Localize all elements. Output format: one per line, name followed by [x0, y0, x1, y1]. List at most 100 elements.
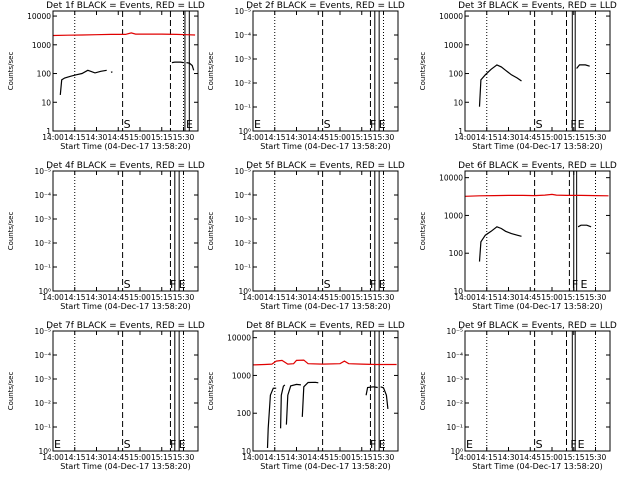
x-tick-label: 14:45: [519, 293, 541, 302]
x-tick-label: 15:15: [563, 293, 585, 302]
y-tick-label: 10⁻²: [446, 399, 463, 408]
x-tick-label: 14:45: [519, 133, 541, 142]
x-tick-label: 14:00: [242, 133, 264, 142]
x-tick-label: 15:15: [563, 133, 585, 142]
marker-label: F: [170, 278, 176, 291]
panel-title: Det 8f BLACK = Events, RED = LLD: [246, 321, 405, 331]
y-axis-label: Counts/sec: [207, 372, 215, 411]
plot-frame: [252, 330, 399, 452]
marker-label: E: [578, 118, 585, 131]
x-tick-label: 15:00: [129, 293, 151, 302]
events-series-line: [301, 381, 319, 417]
x-tick-label: 14:30: [498, 133, 520, 142]
x-tick-label: 14:30: [86, 293, 108, 302]
x-tick-label: 14:15: [264, 293, 286, 302]
marker-label: S: [124, 438, 131, 451]
panel-title: Det 2f BLACK = Events, RED = LLD: [246, 1, 405, 11]
x-tick-label: 15:15: [351, 133, 373, 142]
events-series-line: [365, 386, 378, 396]
y-tick-label: 10: [453, 98, 463, 107]
panel-title: Det 5f BLACK = Events, RED = LLD: [246, 161, 405, 171]
y-tick-label: 1: [46, 127, 51, 136]
x-axis-label: Start Time (04-Dec-17 13:58:20): [260, 462, 391, 471]
plot-frame: [52, 10, 199, 132]
y-tick-label: 10⁻⁵: [234, 167, 251, 176]
y-tick-label: 10⁻³: [234, 55, 251, 64]
x-tick-label: 15:30: [585, 293, 607, 302]
marker-label: S: [124, 278, 131, 291]
panel-title: Det 6f BLACK = Events, RED = LLD: [458, 161, 617, 171]
marker-label: F: [570, 118, 576, 131]
y-tick-label: 10⁻¹: [234, 103, 251, 112]
y-tick-label: 10⁻⁵: [446, 327, 463, 336]
y-tick-label: 1000: [232, 371, 251, 380]
x-tick-label: 14:30: [86, 453, 108, 462]
x-tick-label: 14:45: [107, 453, 129, 462]
y-tick-label: 100: [237, 409, 252, 418]
x-tick-label: 15:15: [151, 453, 173, 462]
events-series-line: [577, 224, 592, 228]
marker-label: S: [124, 118, 131, 131]
marker-label: E: [179, 438, 186, 451]
events-series-line: [285, 383, 301, 425]
y-tick-label: 10⁻¹: [34, 263, 51, 272]
x-tick-label: 14:00: [454, 293, 476, 302]
marker-label: E: [578, 438, 585, 451]
x-tick-label: 15:00: [329, 453, 351, 462]
x-axis-label: Start Time (04-Dec-17 13:58:20): [260, 302, 391, 311]
marker-label: E: [54, 438, 61, 451]
y-tick-label: 1000: [444, 41, 463, 50]
x-tick-label: 15:30: [585, 453, 607, 462]
y-tick-label: 100: [37, 70, 52, 79]
y-tick-label: 10⁻⁴: [34, 351, 51, 360]
y-axis-label: Counts/sec: [7, 372, 15, 411]
x-tick-label: 15:15: [563, 453, 585, 462]
marker-label: E: [379, 438, 386, 451]
y-tick-label: 10⁰: [38, 447, 51, 456]
y-tick-label: 10⁻⁴: [234, 191, 251, 200]
events-series-line: [478, 64, 522, 107]
marker-label: F: [370, 278, 376, 291]
x-tick-label: 14:30: [286, 133, 308, 142]
y-tick-label: 10⁻⁴: [446, 351, 463, 360]
x-tick-label: 14:30: [86, 133, 108, 142]
x-axis-label: Start Time (04-Dec-17 13:58:20): [60, 142, 191, 151]
y-tick-label: 10⁻⁵: [34, 327, 51, 336]
marker-label: E: [466, 438, 473, 451]
y-tick-label: 1000: [444, 211, 463, 220]
x-tick-label: 14:45: [307, 453, 329, 462]
x-axis-label: Start Time (04-Dec-17 13:58:20): [472, 142, 603, 151]
x-tick-label: 15:30: [373, 453, 395, 462]
x-tick-label: 14:15: [64, 293, 86, 302]
x-axis-label: Start Time (04-Dec-17 13:58:20): [472, 462, 603, 471]
marker-label: E: [179, 278, 186, 291]
events-series-line: [110, 71, 113, 73]
x-tick-label: 14:00: [42, 293, 64, 302]
x-tick-label: 14:15: [476, 293, 498, 302]
y-tick-label: 10⁻⁵: [234, 7, 251, 16]
marker-label: F: [370, 118, 376, 131]
y-tick-label: 10000: [439, 12, 463, 21]
x-tick-label: 15:00: [329, 293, 351, 302]
y-tick-label: 10: [453, 287, 463, 296]
y-tick-label: 10⁻³: [34, 375, 51, 384]
x-tick-label: 14:45: [107, 133, 129, 142]
y-axis-label: Counts/sec: [207, 52, 215, 91]
x-tick-label: 14:15: [476, 453, 498, 462]
x-tick-label: 15:00: [329, 133, 351, 142]
x-tick-label: 14:00: [454, 133, 476, 142]
y-tick-label: 10⁻²: [34, 239, 51, 248]
y-tick-label: 10⁻²: [34, 399, 51, 408]
y-tick-label: 10⁻¹: [234, 263, 251, 272]
marker-label: F: [572, 278, 578, 291]
x-tick-label: 14:45: [307, 293, 329, 302]
x-tick-label: 14:30: [498, 293, 520, 302]
plot-frame: [464, 330, 611, 452]
marker-label: E: [581, 278, 588, 291]
detector-panel-2: Det 2f BLACK = Events, RED = LLD 14:00 14:…: [207, 1, 405, 151]
